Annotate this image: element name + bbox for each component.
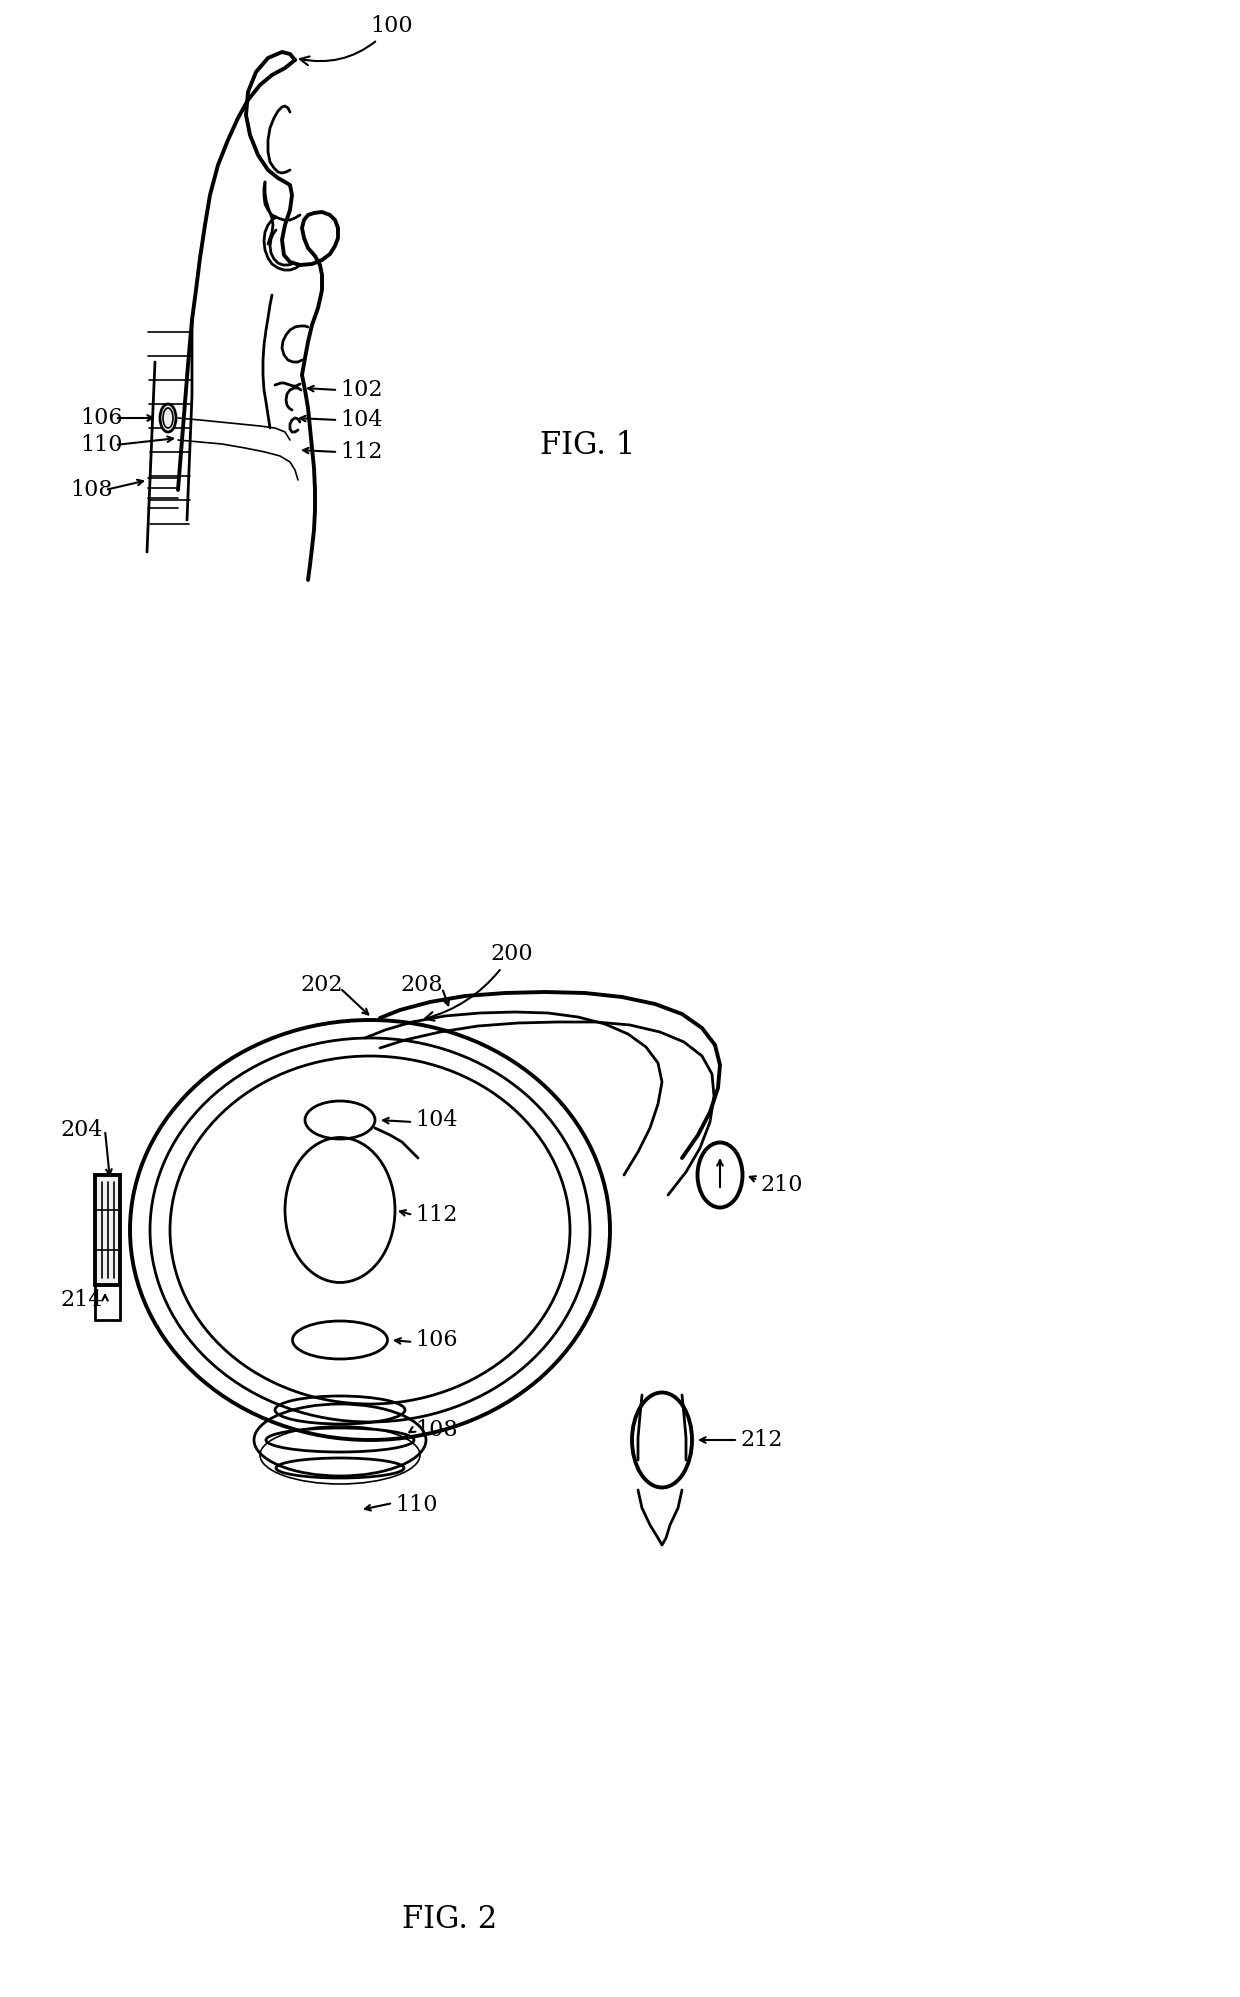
Text: FIG. 2: FIG. 2: [402, 1905, 497, 1935]
Text: 104: 104: [340, 409, 382, 431]
Text: 112: 112: [340, 441, 382, 463]
Text: 106: 106: [81, 407, 123, 429]
Text: 210: 210: [760, 1174, 802, 1196]
Text: 212: 212: [740, 1430, 782, 1452]
Polygon shape: [95, 1174, 120, 1284]
Text: 204: 204: [60, 1118, 103, 1140]
Text: 100: 100: [300, 16, 413, 66]
Text: 200: 200: [425, 943, 533, 1020]
Text: 110: 110: [396, 1494, 438, 1516]
Text: 110: 110: [81, 433, 123, 455]
Text: 208: 208: [401, 975, 443, 997]
Text: 108: 108: [69, 479, 113, 501]
Text: 106: 106: [415, 1328, 458, 1352]
Text: 108: 108: [415, 1420, 458, 1442]
Text: 202: 202: [300, 975, 342, 997]
Text: 104: 104: [415, 1108, 458, 1130]
Text: 112: 112: [415, 1204, 458, 1226]
Text: FIG. 1: FIG. 1: [539, 429, 635, 461]
Text: 214: 214: [60, 1288, 103, 1310]
Text: 102: 102: [340, 379, 382, 401]
Ellipse shape: [160, 403, 176, 431]
